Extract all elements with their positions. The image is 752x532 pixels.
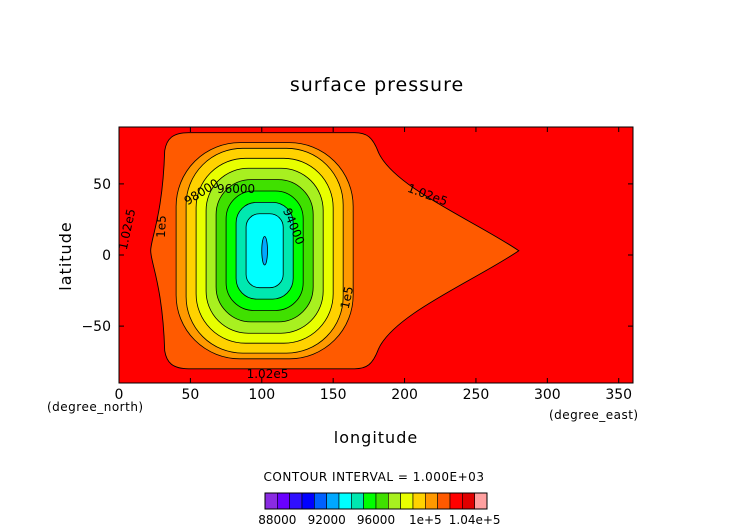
colorbar-swatch: [412, 492, 426, 510]
contour-line-101000: [175, 142, 354, 360]
colorbar-swatch: [326, 492, 340, 510]
contour-line-94000: [245, 213, 284, 289]
colorbar-swatch: [264, 492, 278, 510]
colorbar-swatch: [289, 492, 303, 510]
colorbar-swatch: [425, 492, 438, 510]
colorbar-swatch: [301, 492, 315, 510]
colorbar-swatch: [363, 492, 377, 510]
y-axis: 50 0 −50: [81, 177, 633, 335]
colorbar-swatch: [351, 492, 364, 510]
colorbar-swatch: [338, 492, 352, 510]
colorbar-swatch: [474, 492, 488, 510]
colorbar-tick-label: 96000: [357, 513, 395, 527]
colorbar-tick-label: 88000: [258, 513, 296, 527]
contour-line-95000: [235, 201, 294, 300]
contour-line-96000: [225, 190, 304, 311]
x-tick-label: 350: [605, 387, 632, 403]
colorbar-swatch: [437, 492, 451, 510]
y-tick-label: −50: [81, 319, 111, 335]
contour-line-93000: [261, 236, 268, 266]
colorbar: [264, 492, 488, 510]
y-tick-label: 50: [93, 177, 111, 193]
x-tick-label: 300: [534, 387, 561, 403]
colorbar-swatch: [449, 492, 463, 510]
contour-line-99000: [195, 157, 334, 344]
contour-line-97000: [215, 179, 314, 323]
x-tick-label: 150: [320, 387, 347, 403]
colorbar-swatch: [462, 492, 475, 510]
colorbar-tick-label: 1.04e+5: [449, 513, 501, 527]
x-tick-label: 100: [248, 387, 275, 403]
x-tick-label: 0: [115, 387, 124, 403]
y-axis-label: latitude: [56, 221, 75, 290]
chart-title: surface pressure: [290, 74, 464, 96]
colorbar-labels: 88000 92000 96000 1e+5 1.04e+5: [258, 513, 500, 527]
contour-interval-text: CONTOUR INTERVAL = 1.000E+03: [264, 470, 485, 484]
x-tick-label: 250: [463, 387, 490, 403]
colorbar-swatch: [400, 492, 414, 510]
colorbar-tick-label: 92000: [308, 513, 346, 527]
contour-label: 1e5: [338, 285, 356, 310]
colorbar-swatch: [375, 492, 389, 510]
colorbar-tick-label: 1e+5: [409, 513, 442, 527]
contour-line-102000: [150, 132, 520, 370]
x-tick-label: 50: [181, 387, 199, 403]
contour-label: 1e5: [154, 215, 169, 238]
contour-lines: [150, 132, 520, 370]
colorbar-swatch: [314, 492, 327, 510]
x-unit-label: (degree_east): [549, 408, 639, 422]
x-axis: 0 50 100 150 200 250 300 350: [115, 127, 632, 403]
contour-label: 1.02e5: [247, 367, 289, 381]
colorbar-swatch: [277, 492, 290, 510]
contour-fills: [150, 132, 519, 369]
contour-fill-93000: [261, 236, 268, 265]
x-axis-label: longitude: [334, 428, 418, 447]
contour-line-98000: [205, 167, 324, 334]
colorbar-swatch: [388, 492, 401, 510]
contour-line-100000: [185, 147, 344, 354]
y-tick-label: 0: [102, 248, 111, 264]
y-unit-label: (degree_north): [47, 400, 144, 414]
contour-label: 96000: [217, 182, 255, 196]
colorbar-frame: [264, 492, 488, 510]
x-tick-label: 200: [391, 387, 418, 403]
